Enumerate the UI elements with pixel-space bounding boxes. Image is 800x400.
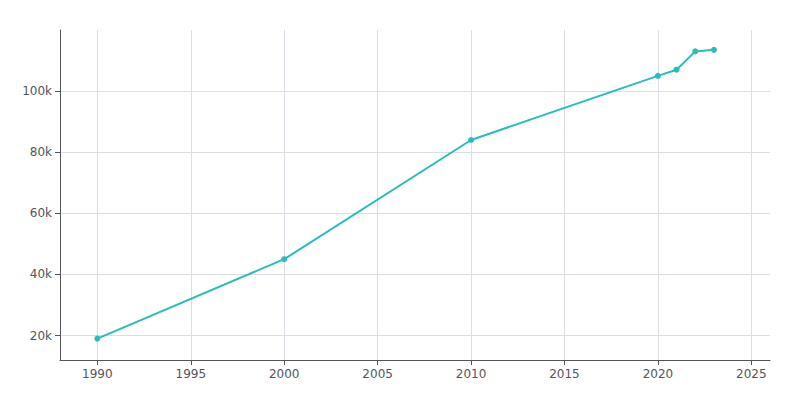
svg-text:80k: 80k xyxy=(30,145,52,159)
svg-text:2020: 2020 xyxy=(643,367,674,381)
svg-text:100k: 100k xyxy=(22,84,52,98)
svg-text:2015: 2015 xyxy=(549,367,580,381)
svg-text:60k: 60k xyxy=(30,206,52,220)
svg-text:2025: 2025 xyxy=(736,367,767,381)
svg-text:2000: 2000 xyxy=(269,367,300,381)
svg-text:1990: 1990 xyxy=(82,367,113,381)
svg-text:40k: 40k xyxy=(30,267,52,281)
svg-text:2010: 2010 xyxy=(456,367,487,381)
svg-text:20k: 20k xyxy=(30,329,52,343)
svg-text:2005: 2005 xyxy=(362,367,393,381)
svg-text:1995: 1995 xyxy=(176,367,207,381)
